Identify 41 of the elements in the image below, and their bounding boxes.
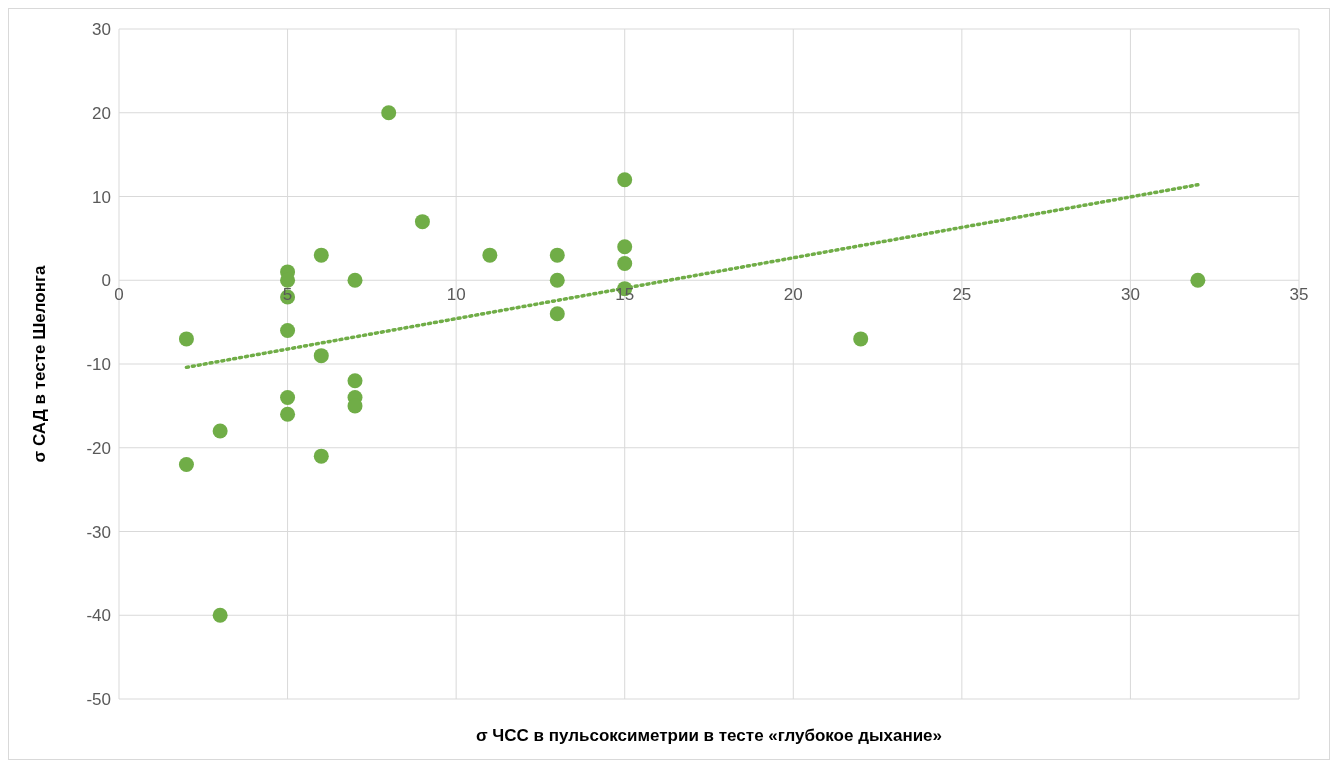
y-tick-label: 30 [92, 20, 111, 40]
x-tick-label: 35 [1289, 285, 1309, 305]
point [313, 348, 329, 364]
y-tick-label: 10 [92, 187, 111, 207]
point [482, 247, 498, 263]
point [347, 272, 363, 288]
y-tick-label: -10 [86, 355, 111, 375]
y-axis-title: σ САД в тесте Шелонга [30, 264, 50, 463]
point [381, 105, 397, 121]
x-tick-label: 25 [952, 285, 972, 305]
y-tick-label: -50 [86, 690, 111, 710]
y-tick-label: -30 [86, 522, 111, 542]
point [347, 373, 363, 389]
point [280, 323, 296, 338]
point [1190, 272, 1206, 288]
point [617, 172, 633, 188]
x-axis-title: σ ЧСС в пульсоксиметрии в тесте «глубокое дыхание» [475, 726, 943, 745]
point [549, 272, 565, 288]
point [212, 607, 228, 623]
y-tick-label: -40 [86, 606, 111, 626]
point [178, 331, 194, 347]
y-tick-label: 20 [92, 103, 111, 123]
x-tick-label: 0 [114, 285, 124, 305]
point [280, 406, 296, 422]
point [313, 448, 329, 464]
point [178, 457, 194, 472]
point [617, 239, 633, 255]
y-tick-label: 0 [101, 271, 111, 291]
point [414, 214, 430, 230]
x-tick-label: 10 [446, 285, 466, 305]
point [549, 247, 565, 263]
point [617, 256, 633, 271]
x-tick-label: 20 [783, 285, 803, 305]
point [853, 331, 869, 347]
x-tick-label: 30 [1120, 285, 1140, 305]
point [313, 247, 329, 263]
point [280, 390, 296, 405]
x-tick-label: 5 [282, 285, 293, 305]
y-tick-label: -20 [86, 438, 111, 458]
point [212, 423, 228, 439]
point [549, 306, 565, 322]
